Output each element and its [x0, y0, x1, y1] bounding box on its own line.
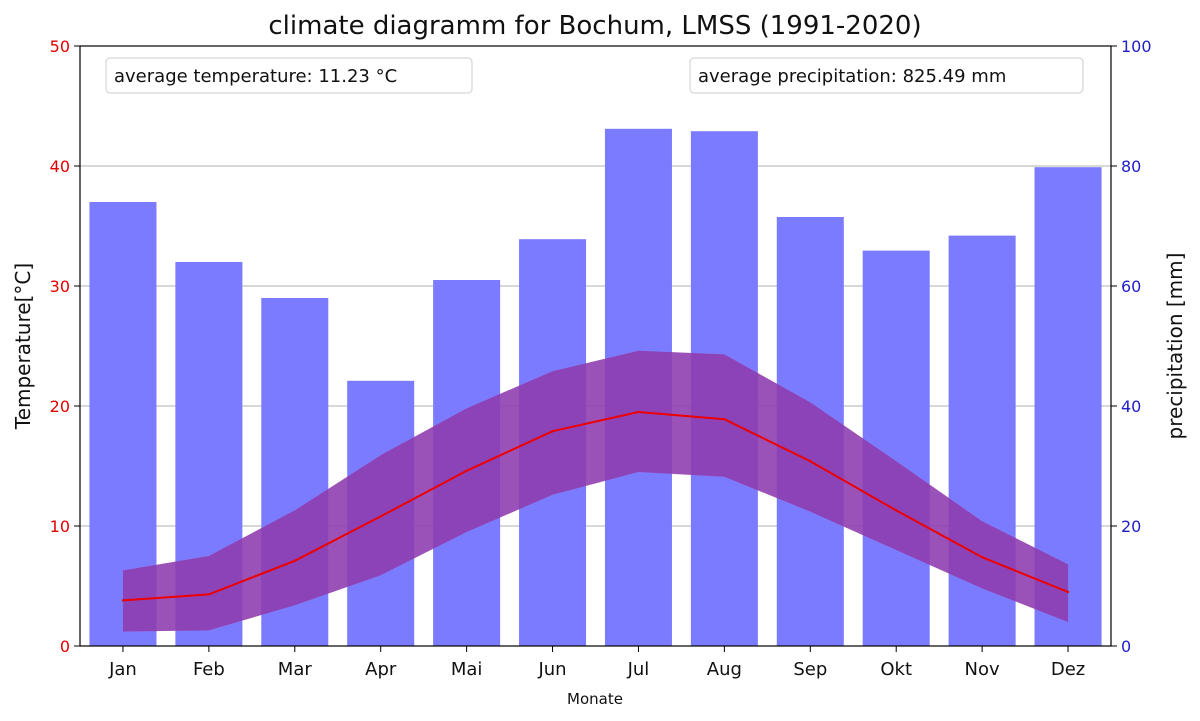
right-tick-label: 80 [1121, 157, 1141, 176]
avg-temp-box: average temperature: 11.23 °C [105, 57, 473, 94]
x-tick-label: Okt [880, 659, 912, 680]
temperature-line [121, 410, 1070, 602]
right-tick-label: 60 [1121, 277, 1141, 296]
left-tick-label: 50 [50, 37, 70, 56]
right-tick-label: 0 [1121, 637, 1131, 656]
temp-point-jan [121, 599, 125, 602]
x-tick-label: Mai [451, 659, 483, 680]
plot-frame [79, 45, 1112, 647]
temp-point-nov [980, 556, 984, 559]
temp-point-apr [379, 515, 382, 518]
x-tick-label: Feb [193, 659, 225, 680]
x-tick-label: Apr [365, 659, 397, 680]
y-axis-left-label: Temperature[°C] [11, 263, 35, 430]
chart-title: climate diagramm for Bochum, LMSS (1991-… [268, 11, 921, 41]
left-tick-label: 20 [50, 397, 70, 416]
avg-temp-text: average temperature: 11.23 °C [114, 66, 397, 87]
x-axis-ticks: Jan Feb Mar Apr Mai Jun Jul Aug Sep Okt Nov Dez [108, 646, 1085, 680]
temp-point-mar [293, 559, 296, 562]
temp-point-mai [465, 469, 468, 472]
right-tick-label: 40 [1121, 397, 1141, 416]
temp-point-jul [637, 410, 640, 414]
x-tick-label: Mar [278, 659, 313, 680]
right-axis-ticks: 0 20 40 60 80 100 [1111, 37, 1152, 656]
x-tick-label: Dez [1051, 659, 1085, 680]
temperature-bands [122, 350, 1069, 632]
right-tick-label: 20 [1121, 517, 1141, 536]
temp-band-3 [122, 350, 1069, 632]
x-axis-label: Monate [567, 690, 623, 708]
x-tick-label: Aug [707, 659, 742, 680]
avg-precip-box: average precipitation: 825.49 mm [689, 57, 1084, 94]
temp-line-path [122, 410, 1069, 602]
right-tick-label: 100 [1121, 37, 1152, 56]
temp-point-jun [551, 430, 554, 433]
x-tick-label: Nov [965, 659, 1000, 680]
x-tick-label: Jun [537, 659, 566, 680]
x-tick-label: Jan [108, 659, 137, 680]
left-tick-label: 0 [60, 637, 70, 656]
temp-point-sep [809, 460, 812, 463]
temp-point-okt [895, 509, 898, 512]
temp-point-dez [1066, 590, 1070, 594]
x-tick-label: Sep [793, 659, 827, 680]
left-tick-label: 30 [50, 277, 70, 296]
avg-precip-text: average precipitation: 825.49 mm [698, 66, 1006, 87]
temp-point-aug [723, 418, 726, 421]
temp-point-feb [207, 593, 211, 596]
left-axis-ticks: 0 10 20 30 40 50 [50, 37, 80, 656]
y-axis-right-label: precipitation [mm] [1163, 253, 1187, 440]
left-tick-label: 40 [50, 157, 70, 176]
left-tick-label: 10 [50, 517, 70, 536]
x-tick-label: Jul [627, 659, 650, 680]
